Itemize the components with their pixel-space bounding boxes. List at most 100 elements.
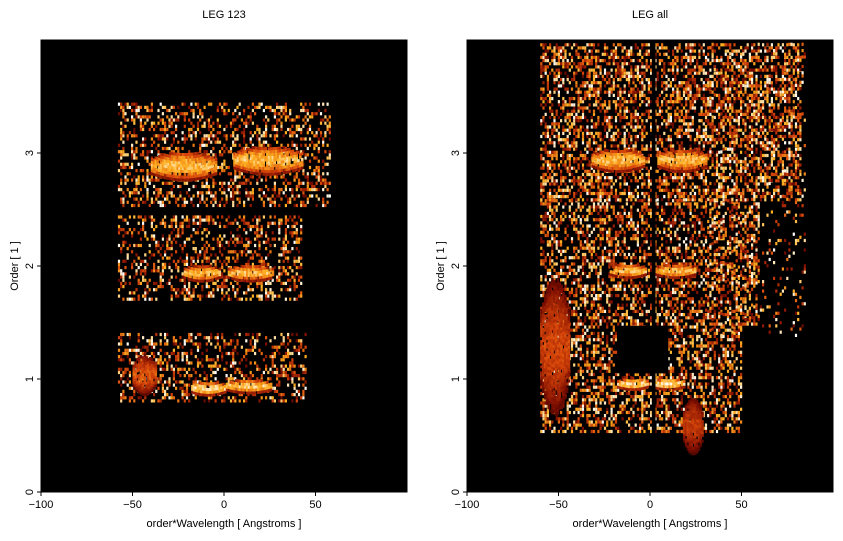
heatmap-cell bbox=[249, 250, 252, 254]
heatmap-cell bbox=[223, 159, 226, 163]
heatmap-cell bbox=[704, 372, 708, 377]
heatmap-cell bbox=[194, 262, 197, 266]
heatmap-cell bbox=[278, 118, 281, 122]
heatmap-cell bbox=[188, 367, 191, 371]
heatmap-cell bbox=[209, 393, 212, 397]
heatmap-cell bbox=[718, 363, 721, 367]
heatmap-cell bbox=[691, 357, 694, 361]
heatmap-cell bbox=[133, 259, 136, 263]
heatmap-cell bbox=[139, 228, 142, 232]
heatmap-cell bbox=[135, 272, 138, 276]
heatmap-cell bbox=[693, 376, 697, 380]
heatmap-cell bbox=[592, 407, 596, 411]
heatmap-cell bbox=[203, 268, 207, 272]
heatmap-cell bbox=[540, 414, 543, 418]
heatmap-cell bbox=[542, 391, 545, 396]
heatmap-cell bbox=[328, 181, 331, 185]
heatmap-cell bbox=[262, 203, 265, 208]
heatmap-cell bbox=[152, 381, 156, 385]
heatmap-cell bbox=[216, 288, 219, 292]
heatmap-cell bbox=[243, 291, 246, 295]
heatmap-cell bbox=[244, 164, 247, 168]
heatmap-cell bbox=[291, 131, 294, 135]
heatmap-cell bbox=[190, 234, 193, 238]
heatmap-cell bbox=[291, 124, 294, 128]
heatmap-cell bbox=[300, 377, 303, 381]
heatmap-cell bbox=[731, 410, 734, 415]
heatmap-cell bbox=[280, 342, 283, 346]
heatmap-cell bbox=[724, 347, 727, 351]
heatmap-cell bbox=[216, 384, 220, 388]
heatmap-cell bbox=[131, 361, 134, 365]
heatmap-cell bbox=[317, 197, 320, 201]
heatmap-cell bbox=[214, 157, 218, 161]
heatmap-cell bbox=[258, 297, 261, 301]
heatmap-cell bbox=[557, 420, 560, 424]
heatmap-cell bbox=[720, 376, 723, 380]
heatmap-cell bbox=[249, 240, 252, 244]
heatmap-cell bbox=[623, 407, 626, 411]
heatmap-cell bbox=[568, 404, 571, 408]
heatmap-cell bbox=[190, 256, 193, 260]
heatmap-cell bbox=[737, 379, 740, 383]
heatmap-cell bbox=[240, 154, 244, 158]
heatmap-cell bbox=[586, 379, 589, 383]
heatmap-cell bbox=[287, 288, 290, 292]
heatmap-cell bbox=[172, 172, 176, 176]
heatmap-cell bbox=[209, 159, 212, 163]
heatmap-cell bbox=[203, 336, 206, 340]
heatmap-cell bbox=[164, 215, 167, 219]
heatmap-cell bbox=[192, 291, 195, 295]
heatmap-cell bbox=[192, 166, 196, 170]
heatmap-cell bbox=[249, 159, 253, 163]
heatmap-cell bbox=[595, 350, 598, 354]
heatmap-cell bbox=[131, 146, 134, 151]
heatmap-cell bbox=[214, 200, 217, 204]
heatmap-cell bbox=[238, 270, 242, 274]
heatmap-cell bbox=[174, 178, 178, 181]
heatmap-cell bbox=[146, 197, 149, 201]
heatmap-cell bbox=[213, 161, 216, 165]
heatmap-cell bbox=[247, 393, 250, 397]
heatmap-cell bbox=[216, 137, 219, 141]
heatmap-cell bbox=[172, 259, 175, 263]
heatmap-cell bbox=[188, 393, 191, 397]
heatmap-cell bbox=[726, 426, 730, 430]
heatmap-cell bbox=[242, 166, 245, 170]
heatmap-cell bbox=[242, 391, 245, 395]
heatmap-cell bbox=[232, 112, 235, 116]
heatmap-cell bbox=[304, 102, 307, 106]
heatmap-cell bbox=[188, 285, 191, 289]
heatmap-cell bbox=[672, 417, 675, 421]
heatmap-cell bbox=[159, 127, 162, 132]
heatmap-cell bbox=[262, 275, 265, 279]
heatmap-cell bbox=[134, 364, 137, 368]
heatmap-cell bbox=[126, 377, 129, 381]
heatmap-cell bbox=[150, 363, 154, 367]
heatmap-cell bbox=[148, 108, 151, 113]
heatmap-cell bbox=[165, 154, 168, 157]
heatmap-cell bbox=[126, 367, 129, 371]
heatmap-cell bbox=[244, 265, 247, 269]
heatmap-cell bbox=[247, 383, 251, 386]
heatmap-cell bbox=[205, 342, 208, 346]
heatmap-cell bbox=[280, 247, 283, 251]
heatmap-cell bbox=[289, 215, 292, 219]
heatmap-cell bbox=[149, 359, 152, 363]
heatmap-cell bbox=[718, 414, 721, 418]
heatmap-cell bbox=[262, 215, 265, 219]
heatmap-cell bbox=[131, 231, 134, 235]
heatmap-cell bbox=[271, 221, 274, 225]
heatmap-cell bbox=[253, 268, 256, 272]
heatmap-cell bbox=[682, 391, 686, 396]
heatmap-cell bbox=[209, 382, 212, 386]
heatmap-cell bbox=[221, 262, 224, 266]
heatmap-cell bbox=[713, 395, 716, 399]
heatmap-cell bbox=[179, 380, 182, 384]
heatmap-cell bbox=[287, 367, 290, 371]
heatmap-cell bbox=[273, 191, 276, 195]
heatmap-cell bbox=[235, 275, 238, 279]
heatmap-cell bbox=[235, 269, 238, 273]
heatmap-cell bbox=[575, 423, 578, 427]
heatmap-cell bbox=[128, 374, 131, 378]
